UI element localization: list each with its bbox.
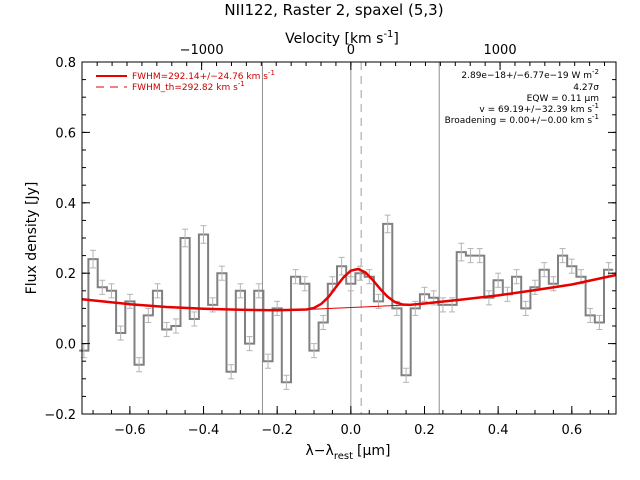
plot-area: −0.6 −0.4 −0.2 0.0 0.2 0.4 0.6 −0.2 0.0 0.2 0.4 0.6… [44,43,617,438]
top-tick-label-0: −1000 [180,43,224,58]
annotation-broadening: Broadening = 0.00+/−0.00 km s-1 [445,113,599,126]
x-axis-label: λ−λrest [μm] [306,443,391,462]
x-tick-label-5: 0.4 [488,423,509,438]
y-tick-label-0: −0.2 [44,408,76,423]
chart-title: NII122, Raster 2, spaxel (5,3) [224,1,443,19]
x-tick-label-0: −0.6 [114,423,146,438]
annotation-block: 2.89e−18+/−6.77e−19 W m-2 4.27σ EQW = 0.… [445,68,600,126]
y-tick-label-4: 0.6 [55,126,76,141]
y-tick-label-3: 0.4 [55,197,76,212]
legend-fit-label: FWHM=292.14+/−24.76 km s-1 [132,69,275,82]
annotation-eqw: EQW = 0.11 μm [527,94,599,104]
y-tick-label-1: 0.0 [55,338,76,353]
y-axis-label: Flux density [Jy] [24,182,40,295]
legend-theory-label: FWHM_th=292.82 km s-1 [132,80,245,93]
theory-fit-line [306,304,410,310]
x-tick-label-1: −0.4 [188,423,220,438]
data-step-series [79,222,614,384]
x-tick-label-6: 0.6 [561,423,582,438]
y-tick-label-5: 0.8 [55,56,76,71]
legend: FWHM=292.14+/−24.76 km s-1 FWHM_th=292.8… [96,69,275,93]
fit-curve [81,267,617,312]
top-tick-label-1: 0 [347,43,355,58]
top-axis-label: Velocity [km s-1] [285,29,399,47]
annotation-sigma: 4.27σ [573,83,599,93]
y-tick-label-2: 0.2 [55,267,76,282]
top-tick-label-2: 1000 [484,43,517,58]
x-tick-label-3: 0.0 [340,423,361,438]
annotation-flux: 2.89e−18+/−6.77e−19 W m-2 [461,68,599,81]
x-tick-label-2: −0.2 [261,423,293,438]
annotation-velocity: v = 69.19+/−32.39 km s-1 [479,102,599,115]
x-tick-label-4: 0.2 [414,423,435,438]
